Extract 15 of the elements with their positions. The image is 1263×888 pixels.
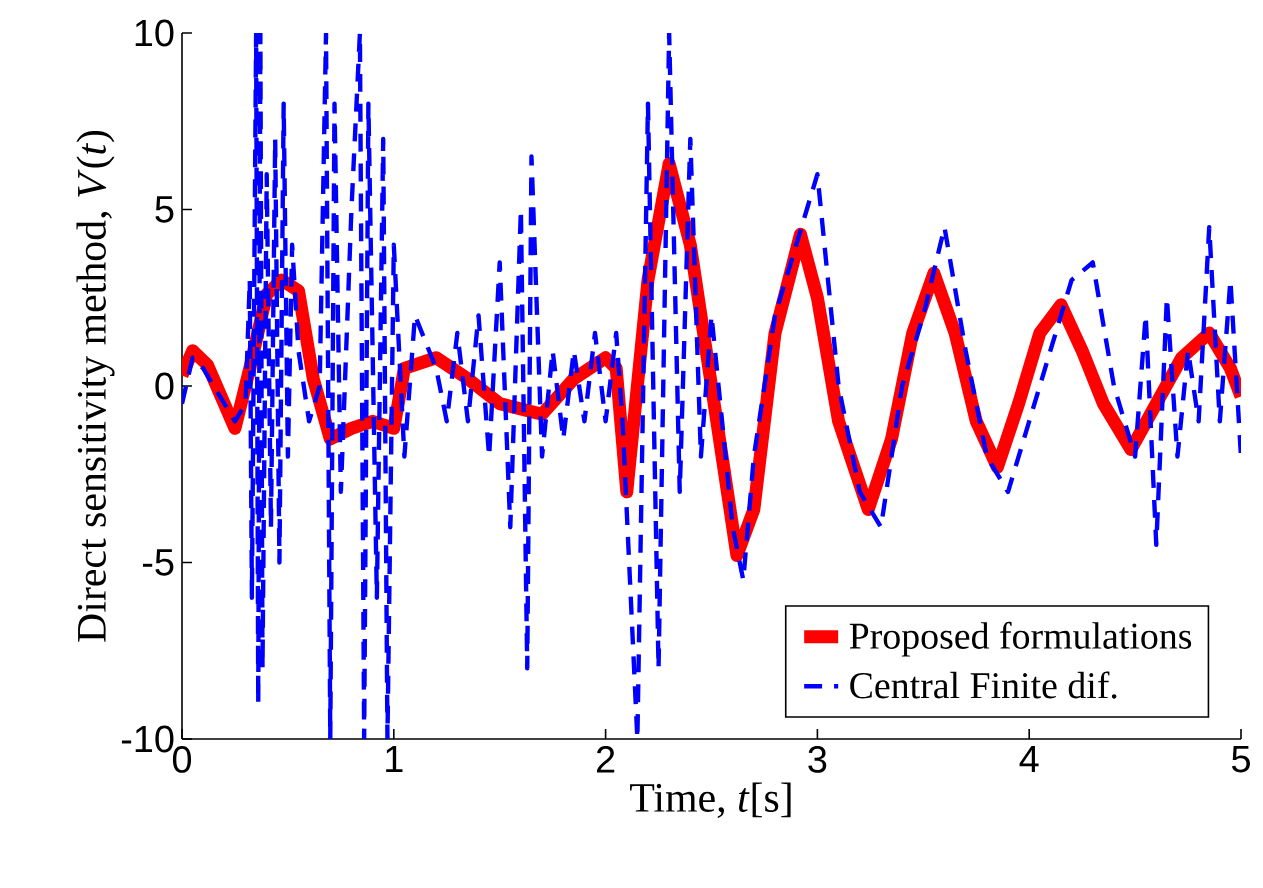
x-tick-label: 1 — [386, 746, 403, 773]
y-tick-label: -5 — [142, 549, 174, 576]
x-tick-label: 3 — [808, 746, 827, 773]
x-tick-label: 2 — [596, 746, 615, 773]
y-tick-label: -10 — [121, 725, 174, 753]
y-tick-label: 10 — [135, 19, 174, 47]
y-axis-title: Direct sensitivity method, V(t) — [76, 130, 115, 642]
legend-label: Proposed formulations — [849, 621, 1192, 657]
x-tick-label: 0 — [172, 746, 192, 773]
legend-label: Central Finite dif. — [850, 671, 1117, 699]
x-tick-label: 5 — [1231, 746, 1250, 773]
x-axis-title: Time, t[s] — [630, 782, 791, 819]
y-tick-label: 0 — [155, 372, 174, 400]
x-tick-label: 4 — [1019, 746, 1039, 773]
y-tick-label: 5 — [155, 196, 174, 223]
